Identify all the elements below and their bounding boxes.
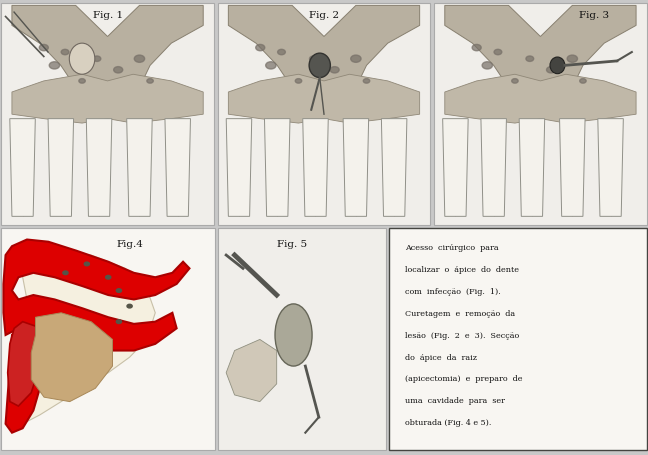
Circle shape <box>330 66 339 73</box>
Circle shape <box>310 56 318 61</box>
Polygon shape <box>127 119 152 216</box>
Text: Fig. 3: Fig. 3 <box>579 11 608 20</box>
Circle shape <box>147 79 154 83</box>
FancyBboxPatch shape <box>1 3 214 225</box>
Circle shape <box>117 320 122 324</box>
Polygon shape <box>343 119 369 216</box>
Polygon shape <box>226 119 251 216</box>
Polygon shape <box>519 119 545 216</box>
FancyBboxPatch shape <box>218 3 430 225</box>
Polygon shape <box>445 5 636 114</box>
Circle shape <box>546 66 555 73</box>
Circle shape <box>266 62 276 69</box>
Polygon shape <box>14 251 156 424</box>
FancyBboxPatch shape <box>434 3 647 225</box>
Circle shape <box>277 49 285 55</box>
Text: localizar  o  ápice  do  dente: localizar o ápice do dente <box>405 266 519 274</box>
Circle shape <box>61 49 69 55</box>
Polygon shape <box>226 339 277 402</box>
Polygon shape <box>264 119 290 216</box>
Circle shape <box>93 56 101 61</box>
Circle shape <box>134 55 145 62</box>
Ellipse shape <box>275 304 312 366</box>
Ellipse shape <box>309 53 330 77</box>
Polygon shape <box>228 74 420 123</box>
Circle shape <box>79 79 86 83</box>
Circle shape <box>49 62 60 69</box>
Circle shape <box>84 262 89 266</box>
Ellipse shape <box>69 43 95 74</box>
Polygon shape <box>6 329 49 433</box>
Polygon shape <box>48 119 74 216</box>
Text: uma  cavidade  para  ser: uma cavidade para ser <box>405 397 505 405</box>
Polygon shape <box>86 119 112 216</box>
Circle shape <box>113 66 122 73</box>
Circle shape <box>295 79 302 83</box>
Polygon shape <box>228 5 420 114</box>
Polygon shape <box>481 119 507 216</box>
Circle shape <box>512 79 518 83</box>
Polygon shape <box>12 74 203 123</box>
FancyBboxPatch shape <box>1 228 215 450</box>
Circle shape <box>494 49 502 55</box>
Polygon shape <box>31 313 113 402</box>
Circle shape <box>106 275 111 279</box>
Circle shape <box>472 45 481 51</box>
Polygon shape <box>382 119 407 216</box>
Circle shape <box>40 45 49 51</box>
Polygon shape <box>560 119 585 216</box>
Circle shape <box>364 79 370 83</box>
Text: Fig.4: Fig.4 <box>116 239 143 248</box>
Text: obturada (Fig. 4 e 5).: obturada (Fig. 4 e 5). <box>405 419 491 427</box>
FancyBboxPatch shape <box>218 228 386 450</box>
Circle shape <box>526 56 534 61</box>
Text: lesão  (Fig.  2  e  3).  Secção: lesão (Fig. 2 e 3). Secção <box>405 332 519 340</box>
Text: com  infecção  (Fig.  1).: com infecção (Fig. 1). <box>405 288 501 296</box>
Text: (apicectomia)  e  preparo  de: (apicectomia) e preparo de <box>405 375 522 384</box>
Polygon shape <box>443 119 468 216</box>
Polygon shape <box>8 322 44 406</box>
Text: Fig. 2: Fig. 2 <box>309 11 339 20</box>
Polygon shape <box>3 239 189 350</box>
Polygon shape <box>12 5 203 114</box>
Text: do  ápice  da  raiz: do ápice da raiz <box>405 354 477 362</box>
Text: Acesso  cirúrgico  para: Acesso cirúrgico para <box>405 244 498 253</box>
Circle shape <box>127 304 132 308</box>
Ellipse shape <box>550 57 565 74</box>
Polygon shape <box>598 119 623 216</box>
Circle shape <box>580 79 586 83</box>
Circle shape <box>63 271 68 275</box>
Circle shape <box>567 55 577 62</box>
Polygon shape <box>445 74 636 123</box>
Circle shape <box>351 55 361 62</box>
Polygon shape <box>165 119 191 216</box>
Polygon shape <box>303 119 329 216</box>
Text: Curetagem  e  remoção  da: Curetagem e remoção da <box>405 310 515 318</box>
Polygon shape <box>10 119 35 216</box>
FancyBboxPatch shape <box>389 228 647 450</box>
Text: Fig. 1: Fig. 1 <box>93 11 122 20</box>
Circle shape <box>482 62 492 69</box>
Text: Fig. 5: Fig. 5 <box>277 239 307 248</box>
Circle shape <box>256 45 265 51</box>
Circle shape <box>117 289 122 293</box>
